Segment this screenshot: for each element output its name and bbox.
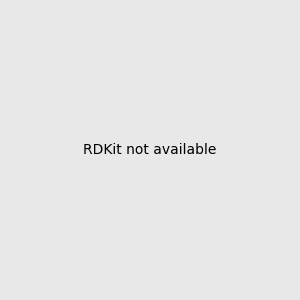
Text: RDKit not available: RDKit not available: [83, 143, 217, 157]
